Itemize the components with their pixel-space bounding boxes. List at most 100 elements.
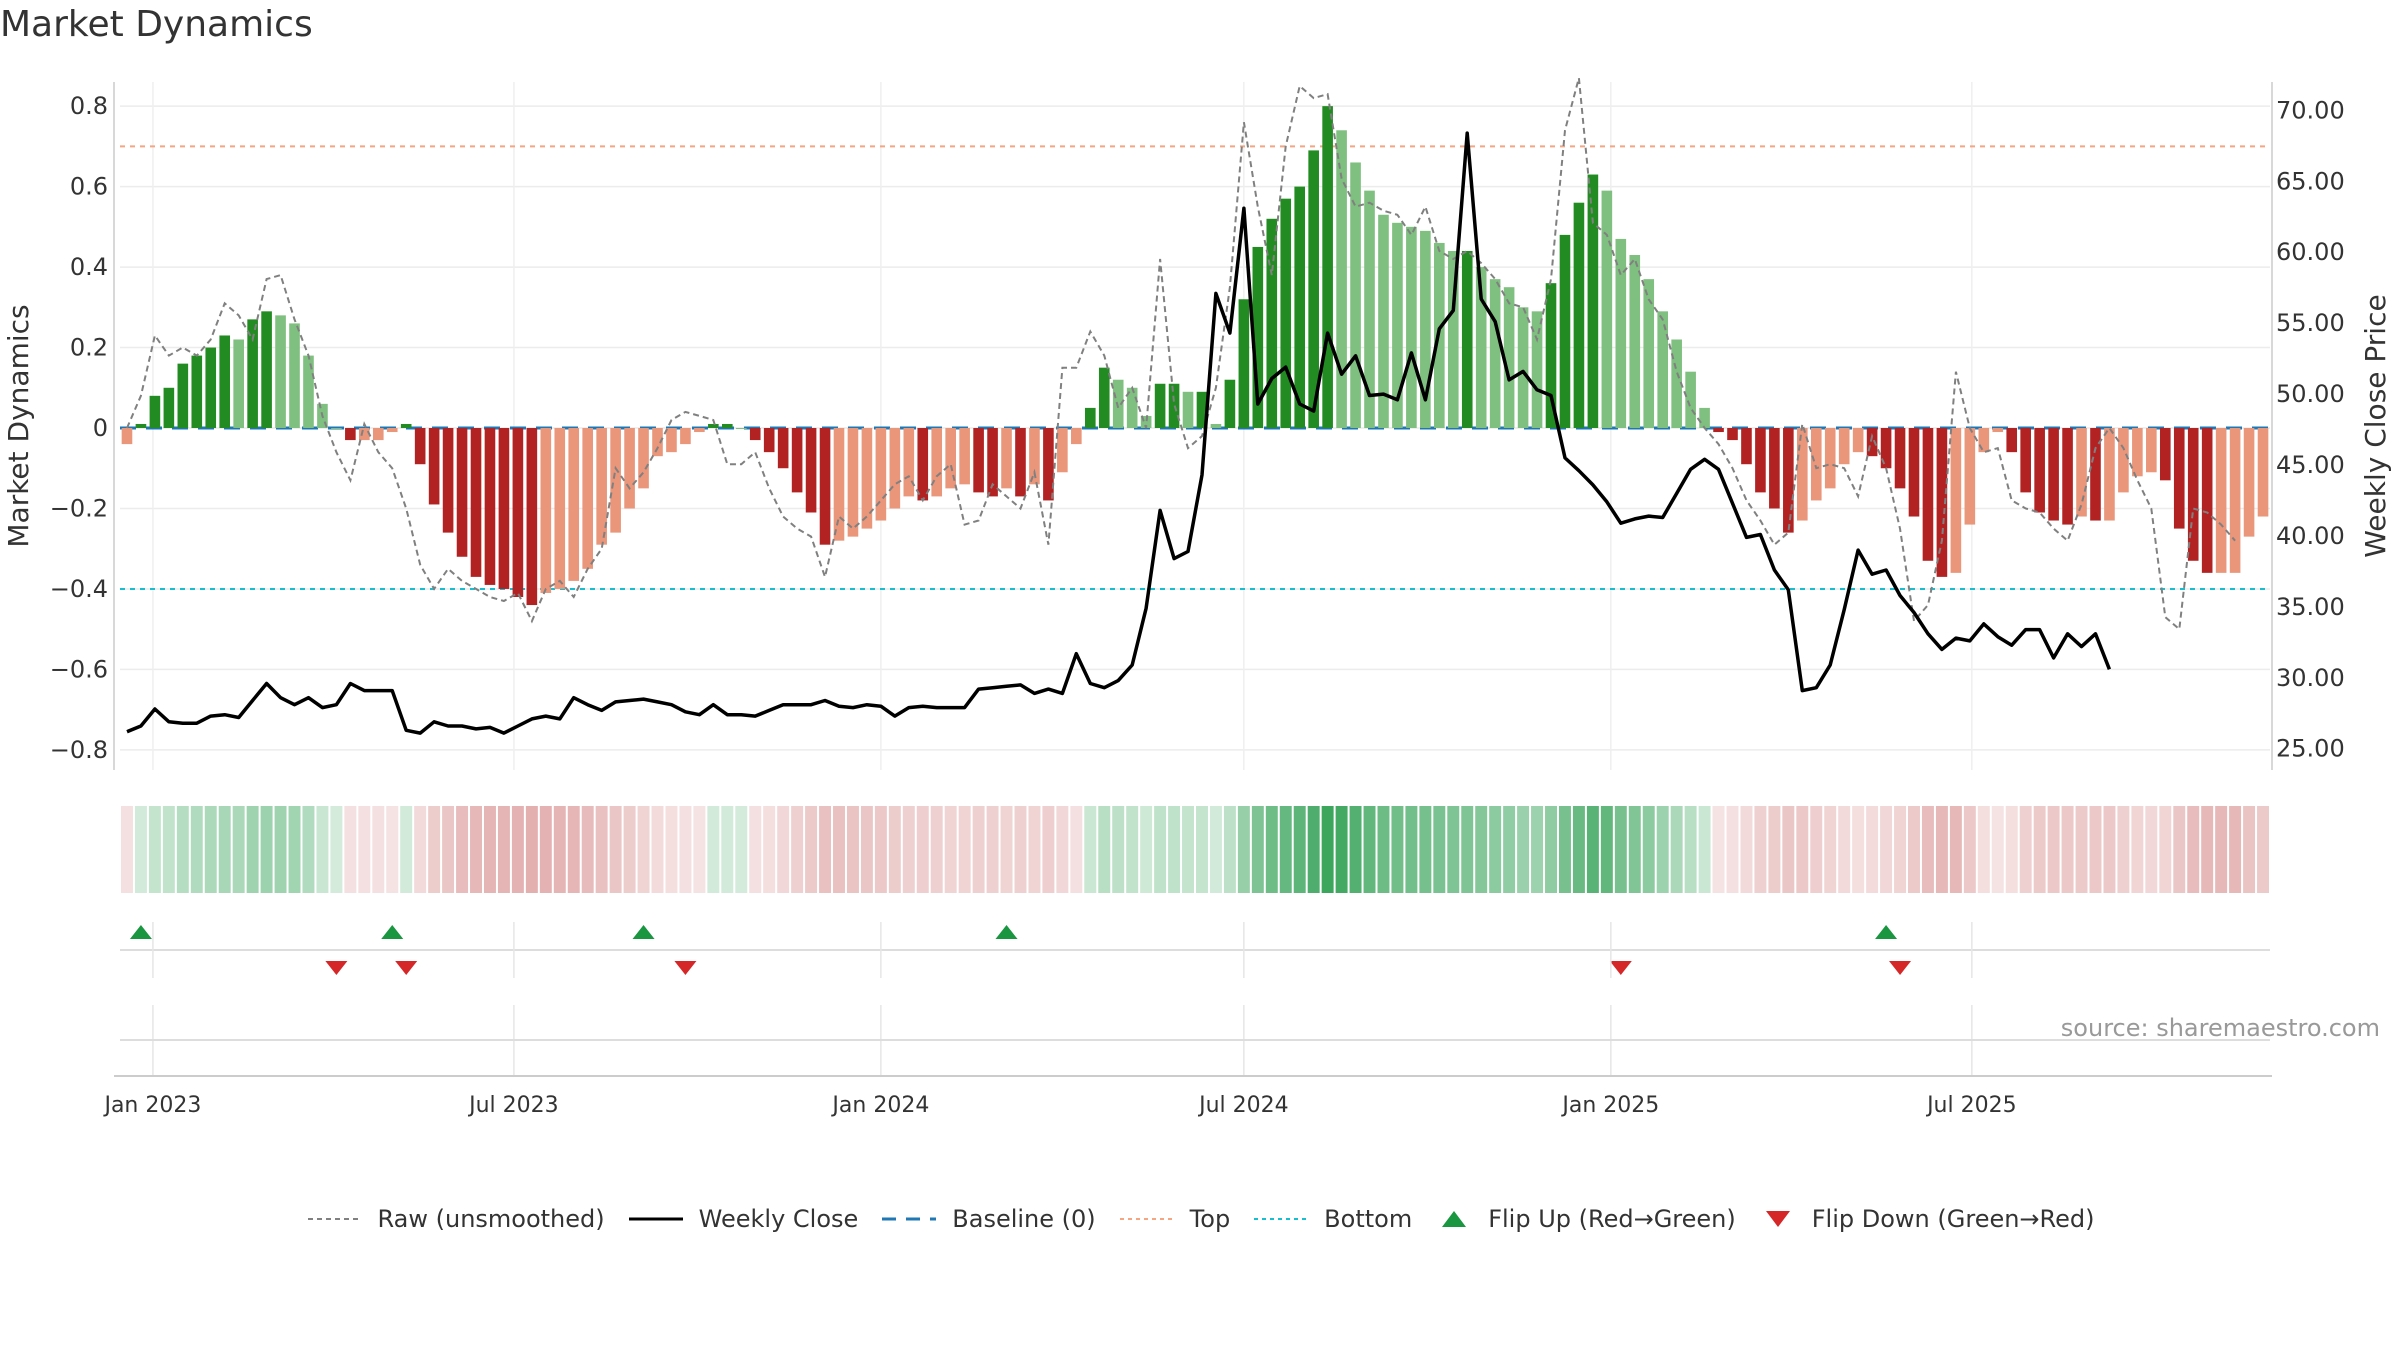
heat-cell <box>1489 806 1502 893</box>
legend-item-flipdown: Flip Down (Green→Red) <box>1758 1205 2095 1233</box>
heat-cell <box>609 806 622 893</box>
y-right-tick-label: 65.00 <box>2276 167 2345 195</box>
market-dynamics-bar <box>289 323 300 429</box>
market-dynamics-bar <box>512 428 524 597</box>
heat-cell <box>1545 806 1557 893</box>
heat-cell <box>1265 806 1278 893</box>
legend-swatch-raw <box>307 1218 362 1220</box>
heat-cell <box>2061 806 2074 893</box>
market-dynamics-bar <box>582 428 593 569</box>
heat-cell <box>1894 806 1907 893</box>
market-dynamics-bar <box>777 428 789 469</box>
market-dynamics-bar <box>386 428 398 433</box>
market-dynamics-bar <box>1252 246 1264 429</box>
grid-layer <box>120 82 2270 770</box>
market-dynamics-bar <box>889 428 901 509</box>
weekly-close-line <box>126 131 2112 735</box>
market-dynamics-bar <box>1741 428 1752 465</box>
market-dynamics-bar <box>708 423 719 429</box>
heat-cell <box>176 806 189 893</box>
flip-down-marker <box>1609 961 1632 975</box>
heat-cell <box>121 806 133 893</box>
market-dynamics-bar <box>833 428 845 541</box>
flip-down-marker <box>395 961 418 975</box>
market-dynamics-bar <box>1517 307 1529 429</box>
market-dynamics-bar <box>2229 428 2241 573</box>
y-left-tick-label: −0.2 <box>50 494 108 522</box>
heat-cell <box>1740 806 1753 893</box>
market-dynamics-bar <box>1671 339 1682 429</box>
heat-cell <box>1656 806 1669 893</box>
heat-cell <box>1042 806 1055 893</box>
legend-label-raw: Raw (unsmoothed) <box>377 1205 605 1233</box>
heat-cell <box>819 806 832 893</box>
heat-cell <box>2215 806 2228 893</box>
heat-cell <box>1070 806 1083 893</box>
market-dynamics-bar <box>470 428 482 577</box>
heat-cell <box>511 806 524 893</box>
market-dynamics-bar <box>135 423 147 429</box>
heat-cell <box>2117 806 2130 893</box>
heat-cell <box>1935 806 1948 893</box>
flip-up-marker <box>632 925 655 939</box>
heat-cell <box>1531 806 1544 893</box>
market-dynamics-bar <box>261 311 272 429</box>
market-dynamics-bar <box>1545 283 1557 429</box>
heat-cell <box>190 806 203 893</box>
heat-cell <box>916 806 929 893</box>
heat-cell <box>358 806 371 893</box>
market-dynamics-bar <box>2201 428 2213 573</box>
heat-cell <box>162 806 175 893</box>
heat-cell <box>470 806 482 893</box>
chart-canvas: 0.8 0.6 0.4 0.2 0 −0.2 −0.4 −0.6 −0.8 Jan 2023 Jul… <box>2 77 2392 1118</box>
flip-down-marker <box>674 961 697 975</box>
heat-cell <box>1866 806 1879 893</box>
heat-cell <box>1223 806 1236 893</box>
market-dynamics-bar <box>2243 428 2255 537</box>
market-dynamics-bar <box>1657 311 1668 429</box>
legend: Raw (unsmoothed) Weekly Close Baseline (… <box>0 1205 2400 1233</box>
market-dynamics-bar <box>428 428 440 505</box>
market-dynamics-bar <box>819 428 831 545</box>
market-dynamics-bar <box>400 423 412 429</box>
market-dynamics-bar <box>568 428 580 581</box>
market-dynamics-bar <box>219 335 231 429</box>
market-dynamics-bar <box>1643 279 1655 429</box>
heat-cell <box>1391 806 1404 893</box>
market-dynamics-bar <box>1210 423 1222 429</box>
heat-cell <box>1475 806 1488 893</box>
heat-cell <box>1768 806 1781 893</box>
market-dynamics-bar <box>1294 186 1306 429</box>
y-left-tick-label: 0.4 <box>70 253 108 281</box>
x-tick-label: Jul 2023 <box>467 1093 559 1118</box>
heat-cell <box>539 806 552 893</box>
heat-cell <box>2257 806 2269 893</box>
heat-cell <box>1363 806 1376 893</box>
y-left-tick-label: −0.8 <box>50 736 108 764</box>
market-dynamics-bar <box>1922 428 1934 561</box>
market-dynamics-bar <box>1182 391 1194 429</box>
heat-cell <box>1084 806 1097 893</box>
heat-cell <box>581 806 594 893</box>
heat-cell <box>1991 806 2004 893</box>
chart-title: Market Dynamics <box>0 4 313 45</box>
heat-cell <box>972 806 985 893</box>
market-dynamics-bar <box>2062 428 2073 525</box>
market-dynamics-bar <box>2034 428 2045 513</box>
market-dynamics-bar <box>652 428 663 457</box>
legend-label-baseline: Baseline (0) <box>952 1205 1096 1233</box>
market-dynamics-bar <box>247 319 258 429</box>
market-dynamics-bar <box>1755 428 1766 493</box>
market-dynamics-bar <box>1084 407 1096 429</box>
market-dynamics-bar <box>1350 162 1361 429</box>
heat-cell <box>595 806 608 893</box>
market-dynamics-bar <box>1685 371 1696 429</box>
legend-item-raw: Raw (unsmoothed) <box>306 1205 605 1233</box>
y-left-tick-label: −0.4 <box>50 575 108 603</box>
heat-cell <box>246 806 259 893</box>
market-dynamics-bar <box>1029 428 1040 485</box>
market-dynamics-bar <box>1071 428 1082 445</box>
legend-item-baseline: Baseline (0) <box>880 1205 1096 1233</box>
heat-cell <box>2103 806 2116 893</box>
heat-cell <box>1698 806 1711 893</box>
